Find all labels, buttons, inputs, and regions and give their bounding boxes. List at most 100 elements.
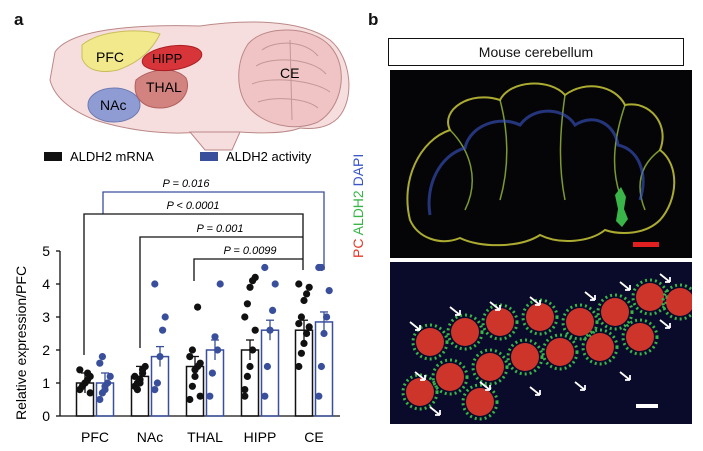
data-point xyxy=(295,320,303,328)
purkinje-layer-outline xyxy=(406,82,676,247)
data-point xyxy=(191,366,199,374)
data-point xyxy=(101,386,109,394)
aldh2-cluster xyxy=(615,187,628,227)
purkinje-closeup-image xyxy=(390,262,692,424)
inner-dapi-layer xyxy=(427,109,645,216)
y-axis-label: Relative expression/PFC xyxy=(13,266,29,420)
chart-legend: ALDH2 mRNA ALDH2 activity xyxy=(44,149,312,164)
data-point xyxy=(151,280,159,288)
aldh2-signal xyxy=(481,303,519,341)
data-point xyxy=(325,287,333,295)
arrow-marker xyxy=(619,281,631,291)
data-point xyxy=(295,280,303,288)
data-point xyxy=(246,283,254,291)
x-tick-label: PFC xyxy=(81,429,109,445)
purkinje-cell xyxy=(526,303,554,331)
data-point xyxy=(246,362,254,371)
arrow-marker xyxy=(489,301,501,311)
bracket-pfc-ce-activity xyxy=(102,191,325,270)
data-point xyxy=(243,300,251,308)
purkinje-cell xyxy=(486,308,514,336)
data-point xyxy=(208,369,216,377)
stain-label-dapi: DAPI xyxy=(350,153,366,187)
bracket-nac-ce-mrna xyxy=(139,236,303,348)
data-point xyxy=(206,392,214,400)
arrow-marker xyxy=(529,296,541,306)
aldh2-signal xyxy=(411,323,449,361)
legend-swatch-mrna xyxy=(44,152,62,161)
data-point xyxy=(196,359,204,367)
aldh2-signal xyxy=(596,293,634,331)
data-point xyxy=(188,346,196,354)
aldh2-signal xyxy=(521,298,559,336)
purkinje-cell xyxy=(586,333,614,361)
data-point xyxy=(153,379,161,387)
purkinje-cell xyxy=(406,378,434,406)
data-point xyxy=(305,323,313,331)
data-point xyxy=(305,283,313,291)
panel-b-label: b xyxy=(368,10,379,29)
pfc-region xyxy=(81,30,161,72)
y-tick-label: 2 xyxy=(42,342,50,358)
y-ticks: 0 1 2 3 4 5 xyxy=(42,243,60,424)
legend-label-mrna: ALDH2 mRNA xyxy=(70,149,154,164)
data-point xyxy=(251,326,259,334)
data-point xyxy=(241,386,249,394)
x-tick-label: HIPP xyxy=(244,429,277,445)
stain-label-aldh2: ALDH2 xyxy=(350,190,366,236)
data-point xyxy=(249,346,257,354)
x-tick-label: THAL xyxy=(187,429,223,445)
brain-schematic: PFC HIPP CE THAL NAc xyxy=(49,21,350,151)
data-point xyxy=(139,366,147,374)
data-point xyxy=(84,369,92,377)
data-point xyxy=(295,362,303,371)
arrow-marker xyxy=(429,406,441,416)
data-point xyxy=(81,379,89,387)
aldh2-signal xyxy=(541,333,579,371)
arrow-marker xyxy=(574,381,586,391)
scale-bar-red xyxy=(633,242,659,247)
data-point xyxy=(297,313,305,321)
stain-legend: PC ALDH2 DAPI xyxy=(350,154,366,258)
data-point xyxy=(300,339,308,347)
data-point xyxy=(317,362,325,371)
panel-a-label: a xyxy=(14,10,24,29)
legend-label-activity: ALDH2 activity xyxy=(226,149,312,164)
data-point xyxy=(266,326,274,334)
ce-folia xyxy=(251,39,331,121)
purkinje-cell xyxy=(546,338,574,366)
data-point xyxy=(315,392,323,400)
data-point xyxy=(263,362,271,371)
brain-label-nac: NAc xyxy=(100,97,126,113)
scale-bar-white xyxy=(636,404,658,408)
data-point xyxy=(271,280,279,288)
aldh2-signal xyxy=(431,358,469,396)
y-tick-label: 1 xyxy=(42,375,50,391)
purkinje-cell xyxy=(451,318,479,346)
purkinje-cell xyxy=(511,343,539,371)
data-point xyxy=(188,382,196,390)
purkinje-cell xyxy=(436,363,464,391)
cerebellum-overview-image xyxy=(390,70,692,258)
purkinje-cell xyxy=(466,388,494,416)
arrow-marker xyxy=(449,306,461,316)
brainstem xyxy=(188,131,241,151)
data-point xyxy=(131,372,139,380)
data-point xyxy=(191,372,199,380)
data-point xyxy=(96,395,104,404)
data-point xyxy=(297,349,305,357)
arrow-marker xyxy=(619,371,631,381)
data-point xyxy=(136,379,144,387)
data-point xyxy=(317,263,325,272)
aldh2-signal xyxy=(471,348,509,386)
data-point xyxy=(320,329,328,338)
hipp-region xyxy=(141,44,203,72)
brain-label-hipp: HIPP xyxy=(152,51,182,66)
data-point xyxy=(241,392,249,400)
data-point xyxy=(186,353,194,361)
data-point xyxy=(156,353,164,361)
bar-chart: Relative expression/PFC 0 1 2 3 4 5 PFC NAc THA… xyxy=(13,243,340,445)
data-point xyxy=(214,346,222,354)
aldh2-signal xyxy=(561,303,599,341)
data-point xyxy=(261,392,269,400)
